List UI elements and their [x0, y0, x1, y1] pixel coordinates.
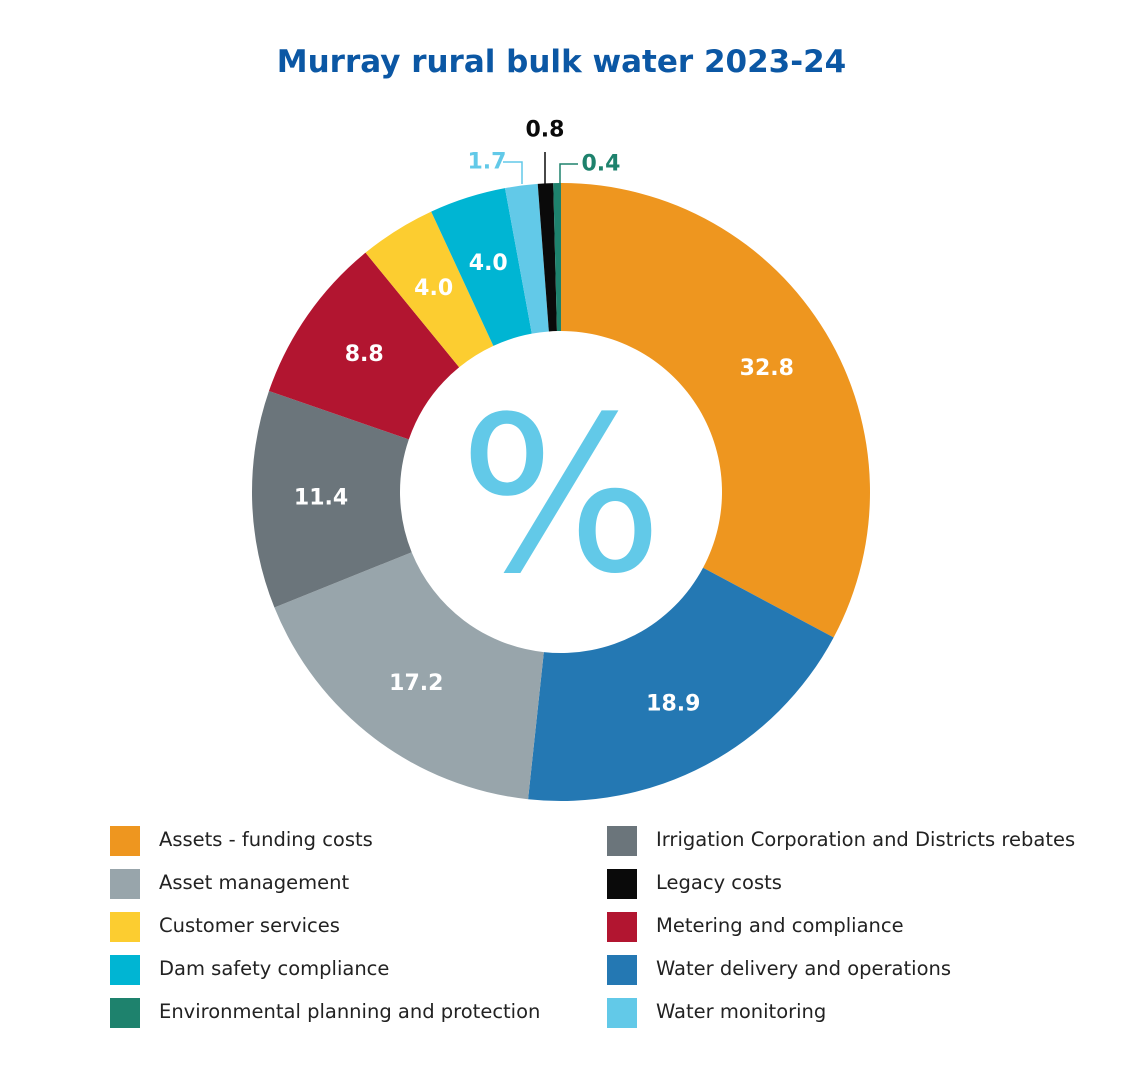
- slice-asset-management: [274, 552, 544, 800]
- slice-assets-funding-costs: [561, 183, 870, 638]
- legend-swatch: [607, 955, 637, 985]
- slice-legacy-costs: [537, 183, 557, 332]
- legend-label: Assets - funding costs: [159, 828, 373, 851]
- slice-irrigation-corporation-and-districts-rebates: [252, 390, 412, 608]
- percent-symbol: %: [459, 370, 663, 621]
- donut-chart: 32.8 18.9 17.2 11.4 8.8 4.0 4.0 1.7 0.8 0.4 %: [252, 118, 870, 801]
- leader-line-environmental-planning-and-protection: [559, 163, 578, 184]
- legend-label: Water delivery and operations: [656, 957, 952, 980]
- legend-swatch: [607, 869, 637, 899]
- slice-label-asset-management: 17.2: [389, 671, 443, 696]
- chart-title: Murray rural bulk water 2023-24: [276, 44, 847, 80]
- legend-label: Customer services: [159, 914, 340, 937]
- slice-label-water-monitoring: 1.7: [468, 150, 507, 175]
- legend-label: Water monitoring: [656, 1000, 827, 1023]
- legend-swatch: [110, 998, 140, 1028]
- legend-label: Asset management: [159, 871, 350, 894]
- legend-swatch: [607, 912, 637, 942]
- slice-label-water-delivery-and-operations: 18.9: [646, 692, 700, 717]
- slice-metering-and-compliance: [268, 252, 460, 440]
- slice-value-labels: 32.8 18.9 17.2 11.4 8.8 4.0 4.0 1.7 0.8 0.4: [294, 118, 794, 717]
- slice-environmental-planning-and-protection: [553, 183, 561, 332]
- legend-label: Dam safety compliance: [159, 957, 390, 980]
- slice-water-delivery-and-operations: [528, 567, 834, 801]
- slice-customer-services: [365, 211, 494, 368]
- legend-label: Metering and compliance: [656, 914, 904, 937]
- slice-label-environmental-planning-and-protection: 0.4: [582, 152, 621, 177]
- leader-line-water-monitoring: [503, 161, 523, 184]
- legend-swatch: [607, 998, 637, 1028]
- legend-swatch: [110, 955, 140, 985]
- donut-slices: [252, 183, 870, 801]
- legend-swatch: [607, 826, 637, 856]
- slice-label-dam-safety-compliance: 4.0: [469, 251, 508, 276]
- legend-swatch: [110, 869, 140, 899]
- legend-swatch: [110, 912, 140, 942]
- slice-dam-safety-compliance: [431, 188, 532, 346]
- slice-label-legacy-costs: 0.8: [526, 118, 565, 143]
- slice-label-assets-funding-costs: 32.8: [740, 356, 794, 381]
- legend-label: Environmental planning and protection: [159, 1000, 541, 1023]
- slice-label-irrigation-corporation-and-districts-rebates: 11.4: [294, 486, 348, 511]
- slice-label-customer-services: 4.0: [414, 276, 453, 301]
- slice-label-metering-and-compliance: 8.8: [345, 342, 384, 367]
- legend-swatch: [110, 826, 140, 856]
- slice-water-monitoring: [505, 183, 549, 334]
- callout-leader-lines: [503, 152, 578, 184]
- legend-label: Irrigation Corporation and Districts reb…: [656, 828, 1076, 851]
- legend-label: Legacy costs: [656, 871, 782, 894]
